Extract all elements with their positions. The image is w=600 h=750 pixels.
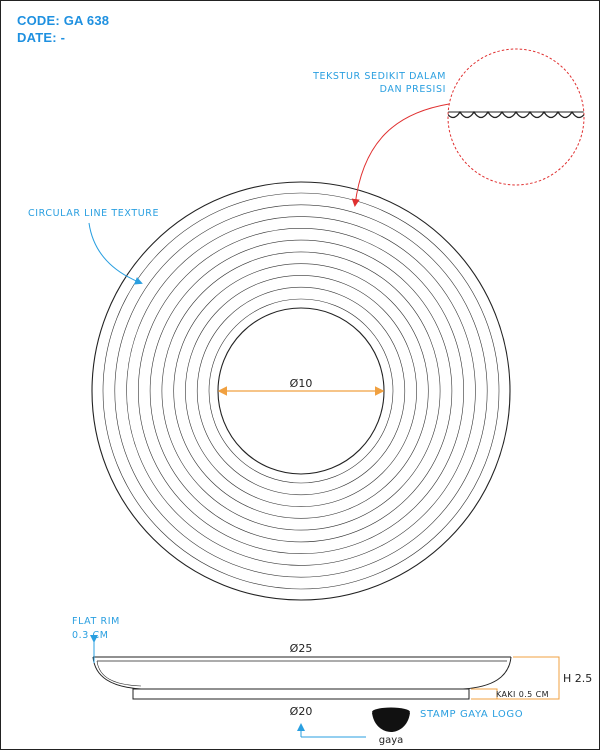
circular-texture-note: CIRCULAR LINE TEXTURE [28,208,159,219]
texture-ring [185,275,417,507]
stamp-logo-callout: gaya STAMP GAYA LOGO [297,707,523,746]
height-label: H 2.5 [563,672,592,685]
inner-diameter-label: Ø10 [290,377,313,390]
stamp-logo-note: STAMP GAYA LOGO [420,709,523,720]
texture-ring [196,286,406,496]
texture-ring [138,228,464,554]
drawing-date: DATE: - [17,30,66,45]
texture-ring [126,216,476,566]
plate-top-view: Ø10 [91,181,511,601]
flat-rim-callout: FLAT RIM 0.3 CM [72,616,120,663]
texture-wave-profile [448,110,584,119]
plate-outer-profile [92,656,512,690]
texture-ring [149,239,453,543]
texture-detail-note-line1: TEKSTUR SEDIKIT DALAM [312,71,446,82]
detail-leader-arrow [351,103,450,207]
circular-texture-rings [102,192,500,590]
circular-texture-callout: CIRCULAR LINE TEXTURE [28,208,159,285]
flat-rim-note-line1: FLAT RIM [72,616,120,627]
top-diameter-label: Ø25 [290,642,313,655]
texture-ring [161,251,441,531]
foot-label: KAKI 0.5 CM [496,690,549,699]
plate-outer-edge [91,181,511,601]
gaya-bowl-logo-icon [372,707,410,732]
gaya-logo-text: gaya [379,735,404,746]
base-diameter-label: Ø20 [290,705,313,718]
circular-texture-leader-arrow [88,222,143,285]
product-code: CODE: GA 638 [17,13,110,28]
flat-rim-note-line2: 0.3 CM [72,630,109,641]
plate-foot [132,688,470,700]
texture-detail-note-line2: DAN PRESISI [380,84,446,95]
texture-ring [173,263,429,519]
foot-dimension-bracket [471,688,498,699]
texture-detail-callout: TEKSTUR SEDIKIT DALAM DAN PRESISI [312,48,585,207]
height-dimension-bracket [471,656,560,700]
texture-ring [114,204,488,578]
detail-circle [447,48,585,186]
plate-side-profile: Ø25 Ø20 H 2.5 KAKI 0.5 CM [92,642,592,718]
texture-ring [208,298,394,484]
texture-ring [102,192,500,590]
